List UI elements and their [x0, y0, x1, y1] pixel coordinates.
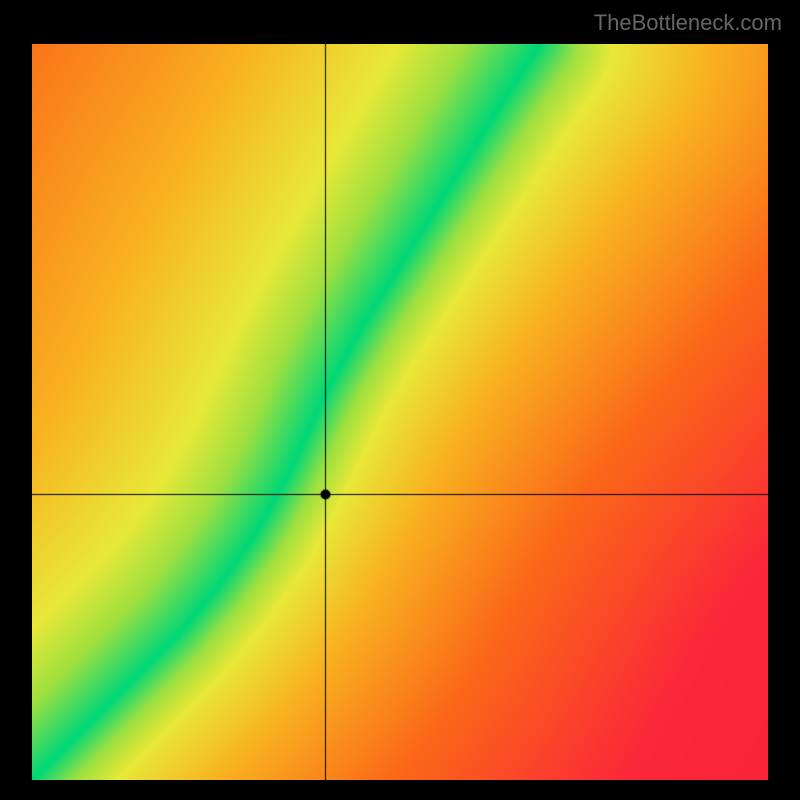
chart-container: TheBottleneck.com: [0, 0, 800, 800]
heatmap-plot: [32, 44, 768, 780]
watermark-text: TheBottleneck.com: [594, 10, 782, 36]
heatmap-canvas: [32, 44, 768, 780]
